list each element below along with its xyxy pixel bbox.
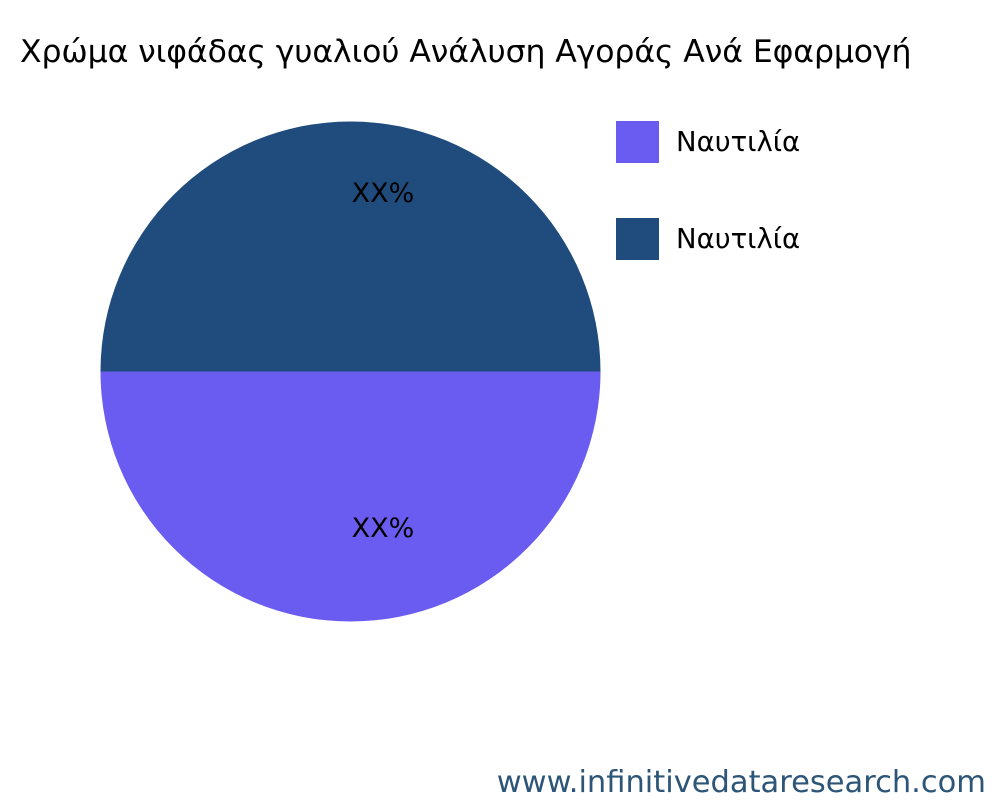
chart-legend: Ναυτιλία Ναυτιλία <box>616 121 976 315</box>
pie-slice-top[interactable] <box>100 121 601 372</box>
source-website-url[interactable]: www.infinitivedataresearch.com <box>496 765 986 800</box>
chart-title: Χρώμα νιφάδας γυαλιού Ανάλυση Αγοράς Ανά… <box>20 34 912 70</box>
legend-item-label: Ναυτιλία <box>676 223 801 255</box>
pie-svg <box>100 121 601 622</box>
legend-item-0[interactable]: Ναυτιλία <box>616 121 976 164</box>
legend-color-swatch <box>616 121 659 163</box>
pie-slice-label-bottom: XX% <box>351 513 415 544</box>
legend-item-label: Ναυτιλία <box>676 126 801 158</box>
pie-slice-bottom[interactable] <box>100 371 601 622</box>
pie-chart-plot-area <box>100 121 601 622</box>
legend-color-swatch <box>616 218 659 260</box>
pie-slice-label-top: XX% <box>351 178 415 209</box>
legend-item-1[interactable]: Ναυτιλία <box>616 218 976 261</box>
